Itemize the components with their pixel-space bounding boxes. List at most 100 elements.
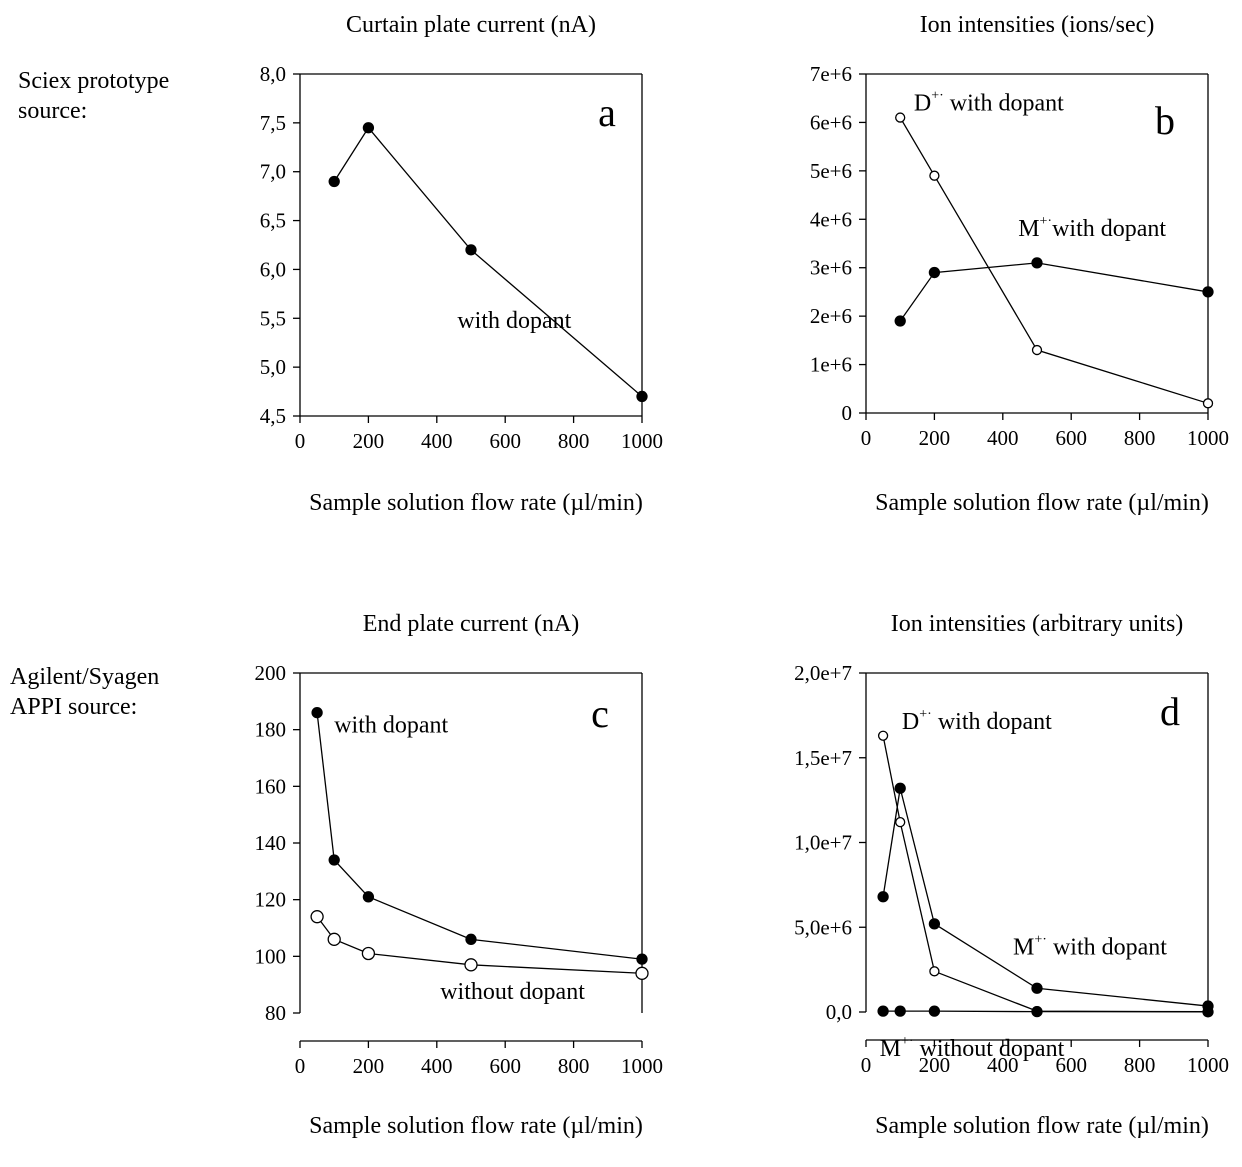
panel-b-xtick-label: 1000 bbox=[1187, 426, 1229, 450]
panel-c-series-1-point bbox=[310, 910, 324, 924]
panel-b-xtick-label: 400 bbox=[987, 426, 1019, 450]
panel-c-xtick-label: 400 bbox=[421, 1054, 453, 1078]
panel-a-ytick-label: 5,0 bbox=[260, 355, 286, 379]
panel-c-ytick-label: 100 bbox=[255, 944, 287, 968]
panel-b-series-0-point bbox=[1202, 398, 1214, 409]
panel-c-xtick-label: 1000 bbox=[621, 1054, 663, 1078]
panel-b-xlabel: Sample solution flow rate (µl/min) bbox=[875, 490, 1209, 516]
panel-a-xtick-label: 400 bbox=[421, 429, 453, 453]
panel-d-series-0-point bbox=[929, 966, 940, 977]
panel-c-xlabel: Sample solution flow rate (µl/min) bbox=[309, 1113, 643, 1139]
panel-a-series-0-point bbox=[636, 390, 648, 403]
panel-d-annotation-charge: +· bbox=[1034, 932, 1047, 947]
panel-b-ytick-label: 7e+6 bbox=[810, 62, 852, 86]
panel-d-annotation-ion: M bbox=[1013, 934, 1034, 960]
panel-c-letter: c bbox=[591, 691, 609, 736]
panel-d-xtick-label: 1000 bbox=[1187, 1053, 1229, 1077]
panel-d-annotation-text: without dopant bbox=[914, 1036, 1065, 1062]
panel-b-annotation-charge: +· bbox=[1040, 214, 1053, 229]
panel-b-annotation-charge: +· bbox=[931, 88, 944, 103]
panel-b-ytick-label: 6e+6 bbox=[810, 110, 852, 134]
panel-d-xtick-label: 0 bbox=[861, 1053, 872, 1077]
panel-c-series-0-point bbox=[311, 707, 323, 719]
panel-b-annotation: M+·with dopant bbox=[1018, 214, 1166, 242]
panel-a-ytick-label: 4,5 bbox=[260, 404, 286, 428]
panel-d-ytick-label: 1,5e+7 bbox=[794, 746, 852, 770]
panel-c-series-1-point bbox=[464, 958, 478, 972]
panel-d-xtick-label: 800 bbox=[1124, 1053, 1156, 1077]
panel-a-series-0-line bbox=[333, 126, 643, 397]
panel-d-xtick-label: 400 bbox=[987, 1053, 1019, 1077]
panel-b-title: Ion intensities (ions/sec) bbox=[920, 12, 1155, 38]
panel-a-xtick-label: 0 bbox=[295, 429, 306, 453]
panel-d-series-1-point bbox=[877, 891, 889, 903]
panel-d-annotation-ion: D bbox=[902, 709, 919, 735]
panel-d-ytick-label: 5,0e+6 bbox=[794, 915, 852, 939]
panel-c-annotation: with dopant bbox=[334, 713, 448, 739]
panel-b-series-1-line bbox=[899, 262, 1209, 322]
panel-a-ytick-label: 5,5 bbox=[260, 306, 286, 330]
panel-b-series-1-point bbox=[894, 315, 906, 327]
panel-d-series-1-point bbox=[894, 782, 906, 794]
panel-a-series-0-point bbox=[328, 175, 340, 188]
panel-a-xtick-label: 600 bbox=[489, 429, 521, 453]
panel-c-ytick-label: 120 bbox=[255, 888, 287, 912]
panel-a-ytick-label: 7,5 bbox=[260, 111, 286, 135]
panel-d-series-2-point bbox=[928, 1005, 941, 1017]
panel-c-ytick-label: 180 bbox=[255, 718, 287, 742]
panel-b-series-1-point bbox=[1202, 286, 1214, 298]
panel-d-series-1-point bbox=[928, 918, 941, 930]
panel-c-ytick-label: 80 bbox=[265, 1001, 286, 1025]
panel-c-xtick-label: 200 bbox=[353, 1054, 385, 1078]
panel-d-annotation: M+· without dopant bbox=[880, 1034, 1065, 1062]
row-label-bottom-line1: Agilent/Syagen bbox=[10, 664, 160, 690]
panel-d-series-2-point bbox=[877, 1005, 889, 1017]
panel-a-series-0-point bbox=[465, 244, 477, 256]
panel-c-series-0-point bbox=[636, 953, 648, 965]
panel-d-xtick-label: 200 bbox=[919, 1053, 951, 1077]
panel-c-ytick-label: 200 bbox=[255, 661, 287, 685]
panel-b-ytick-label: 0 bbox=[842, 401, 853, 425]
panel-d-ytick-label: 2,0e+7 bbox=[794, 661, 852, 685]
panel-b-annotation-ion: D bbox=[914, 90, 931, 116]
panel-b-ytick-label: 5e+6 bbox=[810, 159, 852, 183]
panel-b-series-0-point bbox=[929, 170, 940, 181]
panel-a-ytick-label: 7,0 bbox=[260, 160, 286, 184]
panel-d-annotation: D+· with dopant bbox=[902, 707, 1052, 735]
panel-d-series-0-point bbox=[877, 730, 889, 741]
panel-b-annotation: D+· with dopant bbox=[914, 88, 1064, 116]
panel-d-title: Ion intensities (arbitrary units) bbox=[891, 611, 1184, 637]
panel-b-annotation-text: with dopant bbox=[944, 90, 1064, 116]
panel-a-xtick-label: 800 bbox=[558, 429, 590, 453]
panel-c-series-0-point bbox=[362, 891, 375, 903]
panel-a-annotation: with dopant bbox=[457, 308, 571, 334]
panel-b-ytick-label: 4e+6 bbox=[810, 207, 852, 231]
panel-b-xtick-label: 0 bbox=[861, 426, 872, 450]
panel-b-annotation-text: with dopant bbox=[1052, 216, 1166, 242]
row-label-top-line2: source: bbox=[18, 98, 88, 124]
panel-c-series-1-point bbox=[327, 932, 341, 946]
panel-d-series-0-point bbox=[895, 817, 906, 828]
panel-a-xlabel: Sample solution flow rate (µl/min) bbox=[309, 490, 643, 516]
panel-c-annotation: without dopant bbox=[440, 979, 585, 1005]
row-label-bottom-line2: APPI source: bbox=[10, 694, 138, 720]
panel-a-xtick-label: 200 bbox=[353, 429, 385, 453]
panel-c-title: End plate current (nA) bbox=[363, 611, 580, 637]
panel-d-annotation-charge: +· bbox=[901, 1034, 914, 1049]
panel-b-series-0-line bbox=[899, 117, 1209, 404]
panel-b-ytick-label: 1e+6 bbox=[810, 353, 852, 377]
panel-b-letter: b bbox=[1155, 98, 1175, 143]
panel-a-ytick-label: 6,5 bbox=[260, 209, 286, 233]
panel-b-annotation-ion: M bbox=[1018, 216, 1039, 242]
panel-d-series-2-point bbox=[1031, 1006, 1043, 1018]
panel-a-ytick-label: 8,0 bbox=[260, 62, 286, 86]
panel-c-series-1-point bbox=[361, 946, 376, 961]
panel-c-xtick-label: 600 bbox=[489, 1054, 521, 1078]
panel-b-series-1-point bbox=[928, 266, 941, 279]
panel-c-xtick-label: 0 bbox=[295, 1054, 306, 1078]
panel-d-xtick-label: 600 bbox=[1055, 1053, 1087, 1077]
panel-d-series-2-point bbox=[1202, 1006, 1214, 1018]
panel-c-series-1-point bbox=[635, 966, 649, 980]
panel-d-ytick-label: 0,0 bbox=[826, 1000, 852, 1024]
